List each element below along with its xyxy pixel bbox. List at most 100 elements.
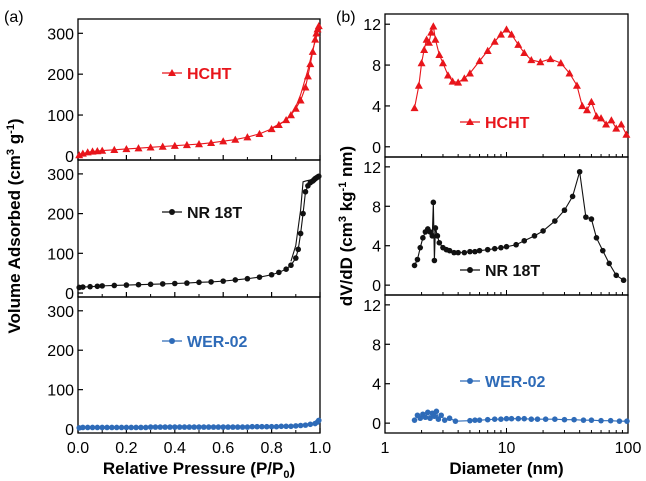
- data-point: [276, 269, 282, 276]
- data-point: [243, 133, 252, 141]
- data-point: [491, 416, 498, 423]
- legend-label: NR 18T: [485, 263, 540, 280]
- data-point: [454, 78, 463, 86]
- y-tick-label: 200: [47, 343, 74, 360]
- data-point: [460, 74, 469, 82]
- data-point: [410, 103, 419, 112]
- data-point: [467, 417, 473, 424]
- panel-label: (b): [336, 9, 356, 26]
- data-point: [286, 111, 295, 119]
- y-tick-label: 4: [372, 239, 381, 256]
- data-point: [311, 35, 320, 43]
- data-point: [191, 424, 197, 430]
- data-point: [176, 424, 183, 430]
- data-point: [431, 257, 438, 264]
- data-point: [593, 235, 600, 241]
- data-point: [417, 59, 426, 67]
- data-point: [556, 59, 565, 67]
- data-point: [215, 424, 222, 430]
- data-point: [503, 415, 510, 422]
- data-point: [80, 424, 86, 431]
- y-tick-label: 8: [372, 337, 381, 354]
- y-tick-label: 200: [47, 67, 74, 84]
- legend-label: HCHT: [485, 115, 530, 132]
- subplot-nr-18t: 0 4 8 12 NR 18T: [363, 156, 629, 296]
- data-point: [414, 81, 423, 89]
- data-point: [308, 47, 317, 55]
- data-point: [607, 417, 614, 424]
- data-point: [303, 72, 312, 80]
- data-point: [476, 417, 483, 423]
- data-point: [283, 266, 289, 273]
- data-point: [297, 230, 304, 237]
- data-point: [446, 247, 453, 254]
- data-point: [475, 56, 484, 65]
- data-point: [89, 424, 96, 431]
- data-point: [99, 424, 105, 431]
- data-point: [232, 277, 239, 283]
- y-axis-label: Volume Adsorbed (cm3 g-1): [5, 118, 24, 333]
- data-point: [152, 424, 159, 430]
- data-point: [424, 38, 433, 46]
- data-point: [268, 423, 275, 430]
- data-point: [205, 424, 212, 430]
- data-point: [565, 69, 574, 77]
- data-point: [616, 418, 623, 424]
- data-point: [536, 58, 545, 66]
- data-point: [263, 423, 270, 430]
- data-point: [301, 83, 310, 91]
- subplot-wer-02: 0 100 200 300 WER-02: [47, 296, 322, 439]
- data-point: [84, 424, 91, 431]
- data-point: [624, 418, 630, 424]
- data-point: [225, 424, 231, 430]
- data-point: [113, 424, 120, 431]
- y-tick-label: 12: [363, 298, 381, 315]
- data-point: [172, 424, 178, 430]
- y-tick-label: 0: [372, 140, 381, 157]
- data-point: [307, 421, 314, 428]
- data-point: [443, 71, 452, 79]
- legend-marker: [169, 338, 175, 344]
- panel-b: (b) 0 4 8 12 HCHT 0 4 8 12 NR 18T 0 4 8 12 WER-02 1 10 100…: [336, 9, 641, 478]
- y-tick-label: 100: [47, 108, 74, 125]
- data-point: [306, 59, 315, 68]
- data-point: [234, 424, 241, 430]
- data-point: [315, 417, 322, 424]
- data-point: [278, 423, 285, 430]
- data-point: [592, 112, 601, 120]
- data-point: [147, 281, 154, 288]
- data-point: [94, 424, 101, 431]
- data-point: [606, 260, 612, 267]
- data-point: [513, 241, 519, 248]
- data-point: [451, 249, 457, 256]
- data-point: [434, 233, 441, 239]
- axes-frame: [77, 159, 321, 298]
- data-point: [622, 130, 631, 138]
- data-point: [507, 30, 516, 38]
- data-point: [123, 424, 130, 431]
- data-point: [184, 280, 190, 286]
- data-point: [195, 140, 203, 148]
- y-tick-label: 300: [47, 167, 74, 184]
- data-point: [411, 417, 418, 423]
- data-point: [186, 424, 193, 430]
- data-point: [181, 424, 188, 430]
- data-point: [467, 248, 473, 255]
- y-tick-label: 12: [363, 160, 381, 177]
- x-axis-label: Relative Pressure (P/P0): [103, 459, 295, 481]
- data-point: [546, 54, 555, 63]
- subplot-hcht: 0 4 8 12 HCHT: [363, 13, 631, 158]
- data-point: [598, 417, 604, 424]
- data-point: [613, 272, 620, 279]
- data-point: [138, 424, 144, 431]
- series-line: [78, 25, 320, 156]
- data-point: [254, 423, 260, 430]
- data-point: [267, 124, 276, 133]
- y-tick-label: 12: [363, 17, 381, 34]
- data-point: [244, 424, 251, 430]
- subplot-nr-18t: 0 100 200 300 NR 18T: [47, 159, 322, 303]
- data-point: [293, 255, 299, 261]
- data-point: [300, 210, 306, 217]
- data-point: [599, 247, 606, 254]
- legend-marker: [466, 118, 474, 125]
